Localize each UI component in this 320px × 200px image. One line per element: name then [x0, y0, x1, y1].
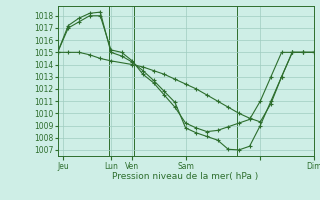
X-axis label: Pression niveau de la mer( hPa ): Pression niveau de la mer( hPa ) [112, 172, 259, 181]
